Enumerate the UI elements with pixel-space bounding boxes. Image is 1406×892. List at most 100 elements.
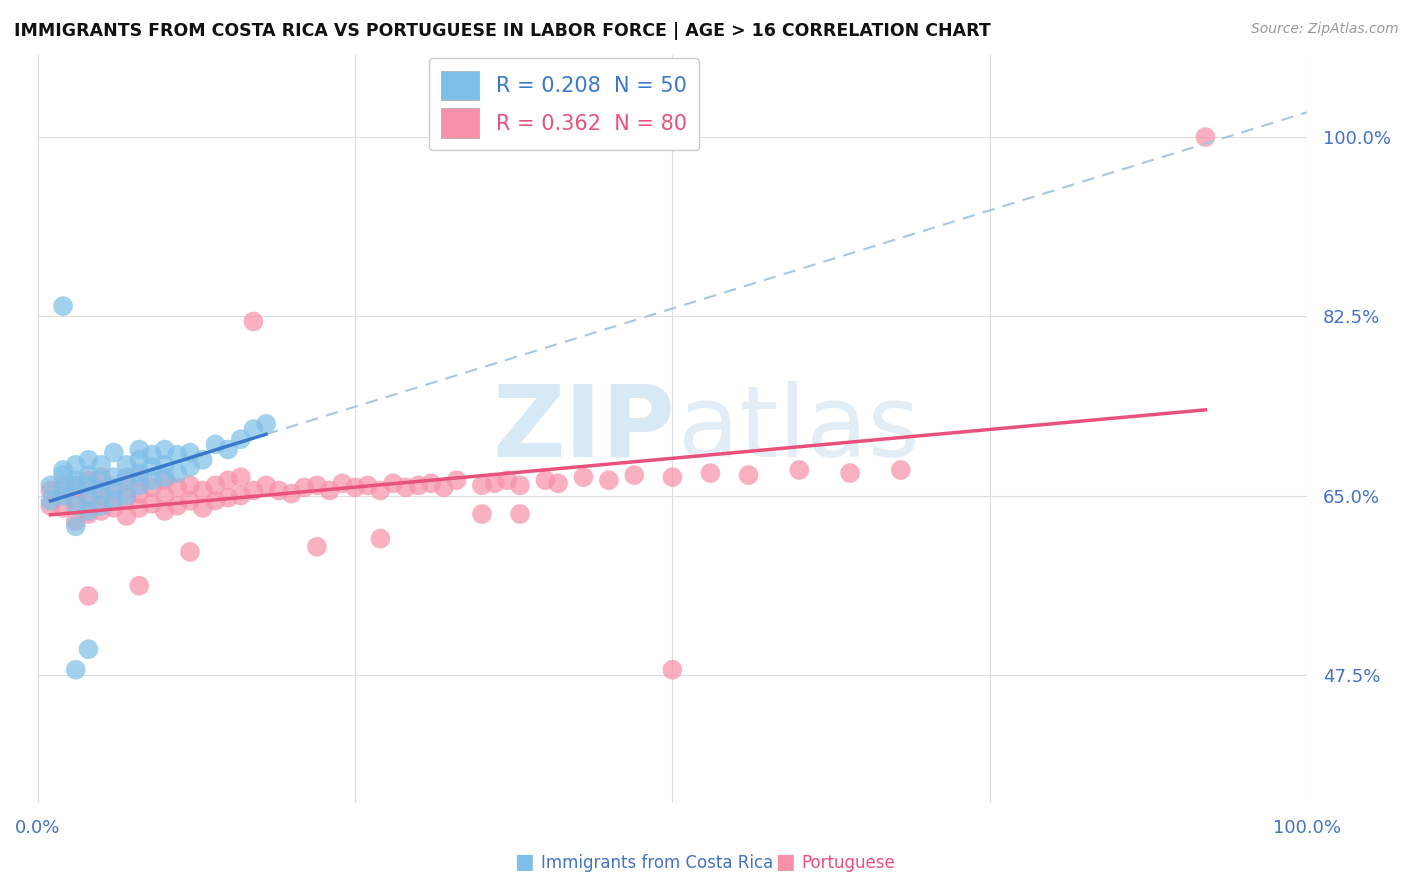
Point [77,478,100,492]
Point [242,422,264,436]
Point [534,473,557,487]
Point [39,483,62,498]
Point [242,483,264,498]
Point [52,500,75,515]
Point [254,417,277,431]
Point [191,483,214,498]
Point [217,473,239,487]
Text: atlas: atlas [679,381,920,477]
Point [52,483,75,498]
Point [204,437,226,451]
Point [65,473,87,487]
Text: Portuguese: Portuguese [801,855,896,872]
Point [229,489,252,503]
Point [103,483,125,498]
Point [699,466,721,480]
Point [128,442,150,457]
Point [52,489,75,503]
Point [179,445,201,459]
Point [128,500,150,515]
Point [598,473,620,487]
Point [737,468,759,483]
Point [179,545,201,559]
Point [77,491,100,505]
Point [547,476,569,491]
Point [65,519,87,533]
Point [330,476,353,491]
Point [166,499,188,513]
Point [115,491,138,505]
Point [77,452,100,467]
Point [623,468,645,483]
Point [103,480,125,494]
Point [166,480,188,494]
Point [141,473,163,487]
Point [90,489,112,503]
Point [103,445,125,459]
Point [1194,130,1216,145]
Text: ZIP: ZIP [492,381,675,477]
Text: IMMIGRANTS FROM COSTA RICA VS PORTUGUESE IN LABOR FORCE | AGE > 16 CORRELATION C: IMMIGRANTS FROM COSTA RICA VS PORTUGUESE… [14,22,991,40]
Point [128,470,150,484]
Point [179,459,201,474]
Point [52,468,75,483]
Point [65,458,87,472]
Point [280,486,302,500]
Point [103,470,125,484]
Point [191,452,214,467]
Point [179,478,201,492]
Point [65,663,87,677]
Point [382,476,405,491]
Point [77,468,100,483]
Point [153,458,176,472]
Point [254,478,277,492]
Point [90,499,112,513]
Point [77,489,100,503]
Point [39,493,62,508]
Point [471,507,494,521]
Point [661,663,683,677]
Point [484,476,506,491]
Point [77,473,100,487]
Point [39,499,62,513]
Point [77,642,100,657]
Point [395,480,418,494]
Point [141,459,163,474]
Point [90,473,112,487]
Point [128,579,150,593]
Point [77,504,100,518]
Point [471,478,494,492]
Point [408,478,430,492]
Point [217,491,239,505]
Point [166,448,188,462]
Point [65,499,87,513]
Point [115,470,138,484]
Point [318,483,340,498]
Point [77,507,100,521]
Point [39,478,62,492]
Point [128,452,150,467]
Text: Immigrants from Costa Rica: Immigrants from Costa Rica [541,855,773,872]
Point [52,463,75,477]
Point [292,480,315,494]
Point [242,314,264,328]
Point [166,466,188,480]
Point [305,478,328,492]
Point [787,463,810,477]
Point [204,493,226,508]
Point [153,473,176,487]
Point [65,493,87,508]
Point [839,466,862,480]
Point [65,514,87,528]
Legend: R = 0.208  N = 50, R = 0.362  N = 80: R = 0.208 N = 50, R = 0.362 N = 80 [429,58,699,151]
Point [115,509,138,524]
Point [572,470,595,484]
Point [229,432,252,446]
Point [90,504,112,518]
Point [90,470,112,484]
Point [128,486,150,500]
Point [357,478,380,492]
Point [204,478,226,492]
Point [128,478,150,492]
Point [433,480,456,494]
